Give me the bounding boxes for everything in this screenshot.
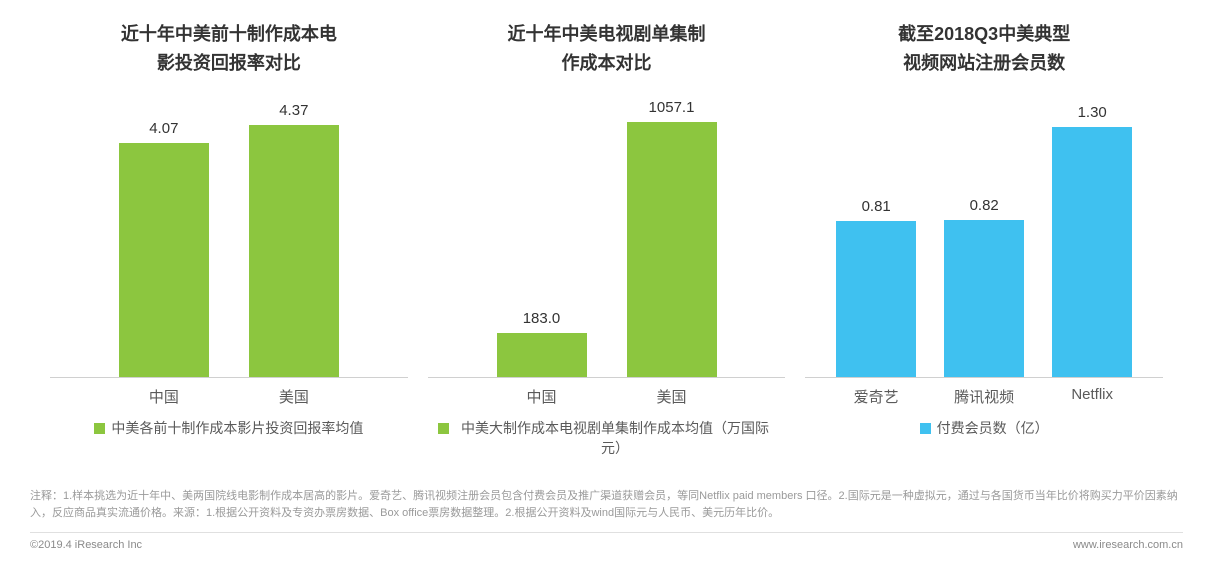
- bar-item: 1057.1: [627, 99, 717, 377]
- chart-title: 截至2018Q3中美典型 视频网站注册会员数: [898, 20, 1070, 78]
- footer-bar: ©2019.4 iResearch Inc www.iresearch.com.…: [30, 532, 1183, 551]
- x-labels: 中国 美国: [497, 386, 717, 407]
- bars-wrap: 0.81 0.82 1.30: [805, 88, 1163, 377]
- x-labels: 中国 美国: [119, 386, 339, 407]
- bar-rect: [944, 220, 1024, 377]
- bar-rect: [497, 333, 587, 377]
- bar-rect: [836, 221, 916, 377]
- x-label: 美国: [627, 386, 717, 407]
- x-labels: 爱奇艺 腾讯视频 Netflix: [836, 386, 1132, 407]
- bar-value: 1057.1: [649, 99, 695, 116]
- bar-value: 1.30: [1078, 104, 1107, 121]
- bar-item: 0.82: [944, 197, 1024, 377]
- title-line1: 近十年中美前十制作成本电: [121, 20, 337, 49]
- title-line1: 近十年中美电视剧单集制: [508, 20, 706, 49]
- legend-text: 付费会员数（亿）: [937, 419, 1049, 439]
- bar-item: 4.07: [119, 120, 209, 377]
- x-label: 爱奇艺: [836, 386, 916, 407]
- legend-text: 中美大制作成本电视剧单集制作成本均值（万国际元）: [455, 419, 775, 458]
- bar-value: 183.0: [523, 310, 561, 327]
- bar-value: 4.07: [149, 120, 178, 137]
- bars-wrap: 4.07 4.37: [50, 88, 408, 377]
- chart-area: 183.0 1057.1: [428, 88, 786, 378]
- legend-swatch: [438, 423, 449, 434]
- chart-area: 0.81 0.82 1.30: [805, 88, 1163, 378]
- bar-item: 1.30: [1052, 104, 1132, 377]
- charts-row: 近十年中美前十制作成本电 影投资回报率对比 4.07 4.37 中国 美国 中美…: [0, 0, 1213, 458]
- bar-rect: [119, 143, 209, 377]
- bar-value: 4.37: [279, 102, 308, 119]
- chart-episode-cost: 近十年中美电视剧单集制 作成本对比 183.0 1057.1 中国 美国 中美大…: [428, 20, 786, 458]
- chart-roi: 近十年中美前十制作成本电 影投资回报率对比 4.07 4.37 中国 美国 中美…: [50, 20, 408, 458]
- copyright: ©2019.4 iResearch Inc: [30, 539, 142, 551]
- legend: 中美大制作成本电视剧单集制作成本均值（万国际元）: [438, 419, 775, 458]
- footnote: 注释：1.样本挑选为近十年中、美两国院线电影制作成本居高的影片。爱奇艺、腾讯视频…: [30, 488, 1183, 521]
- bar-item: 4.37: [249, 102, 339, 377]
- bar-rect: [249, 125, 339, 377]
- title-line2: 影投资回报率对比: [121, 49, 337, 78]
- bar-item: 183.0: [497, 310, 587, 377]
- title-line2: 视频网站注册会员数: [898, 49, 1070, 78]
- bar-rect: [1052, 127, 1132, 377]
- title-line1: 截至2018Q3中美典型: [898, 20, 1070, 49]
- bar-value: 0.82: [970, 197, 999, 214]
- legend: 付费会员数（亿）: [920, 419, 1049, 439]
- legend-swatch: [94, 423, 105, 434]
- x-label: Netflix: [1052, 386, 1132, 407]
- legend: 中美各前十制作成本影片投资回报率均值: [94, 419, 363, 439]
- chart-area: 4.07 4.37: [50, 88, 408, 378]
- legend-text: 中美各前十制作成本影片投资回报率均值: [111, 419, 363, 439]
- x-label: 美国: [249, 386, 339, 407]
- x-label: 腾讯视频: [944, 386, 1024, 407]
- chart-subscribers: 截至2018Q3中美典型 视频网站注册会员数 0.81 0.82 1.30: [805, 20, 1163, 458]
- bar-rect: [627, 122, 717, 377]
- x-label: 中国: [119, 386, 209, 407]
- website-link: www.iresearch.com.cn: [1073, 539, 1183, 551]
- bar-value: 0.81: [862, 198, 891, 215]
- chart-title: 近十年中美电视剧单集制 作成本对比: [508, 20, 706, 78]
- legend-swatch: [920, 423, 931, 434]
- title-line2: 作成本对比: [508, 49, 706, 78]
- chart-title: 近十年中美前十制作成本电 影投资回报率对比: [121, 20, 337, 78]
- bar-item: 0.81: [836, 198, 916, 377]
- x-label: 中国: [497, 386, 587, 407]
- bars-wrap: 183.0 1057.1: [428, 88, 786, 377]
